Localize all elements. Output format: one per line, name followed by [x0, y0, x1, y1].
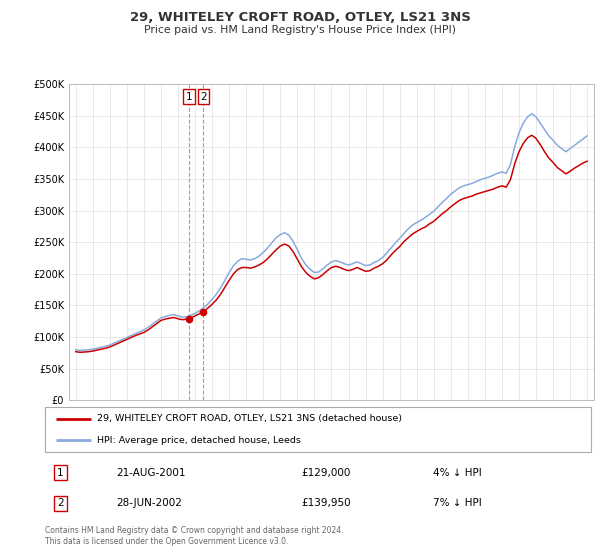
Text: 1: 1	[185, 92, 193, 102]
Text: £129,000: £129,000	[302, 468, 351, 478]
Text: Price paid vs. HM Land Registry's House Price Index (HPI): Price paid vs. HM Land Registry's House …	[144, 25, 456, 35]
Text: 4% ↓ HPI: 4% ↓ HPI	[433, 468, 481, 478]
Text: 28-JUN-2002: 28-JUN-2002	[116, 498, 182, 508]
Text: 2: 2	[200, 92, 207, 102]
Text: Contains HM Land Registry data © Crown copyright and database right 2024.
This d: Contains HM Land Registry data © Crown c…	[45, 526, 343, 546]
Text: 7% ↓ HPI: 7% ↓ HPI	[433, 498, 481, 508]
Text: 1: 1	[57, 468, 64, 478]
FancyBboxPatch shape	[45, 407, 591, 452]
Text: £139,950: £139,950	[302, 498, 351, 508]
Text: 29, WHITELEY CROFT ROAD, OTLEY, LS21 3NS (detached house): 29, WHITELEY CROFT ROAD, OTLEY, LS21 3NS…	[97, 414, 402, 423]
Text: HPI: Average price, detached house, Leeds: HPI: Average price, detached house, Leed…	[97, 436, 301, 445]
Text: 29, WHITELEY CROFT ROAD, OTLEY, LS21 3NS: 29, WHITELEY CROFT ROAD, OTLEY, LS21 3NS	[130, 11, 470, 24]
Text: 21-AUG-2001: 21-AUG-2001	[116, 468, 185, 478]
Text: 2: 2	[57, 498, 64, 508]
